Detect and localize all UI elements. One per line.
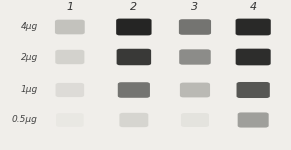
FancyBboxPatch shape	[117, 49, 151, 65]
Text: 3: 3	[191, 3, 198, 12]
FancyBboxPatch shape	[238, 112, 269, 128]
Text: 2: 2	[130, 3, 137, 12]
Text: 2μg: 2μg	[21, 52, 38, 62]
FancyBboxPatch shape	[55, 20, 85, 34]
FancyBboxPatch shape	[236, 19, 271, 35]
FancyBboxPatch shape	[56, 83, 84, 97]
FancyBboxPatch shape	[119, 113, 148, 127]
Text: 1μg: 1μg	[21, 85, 38, 94]
Text: 4: 4	[250, 3, 257, 12]
FancyBboxPatch shape	[237, 82, 270, 98]
FancyBboxPatch shape	[179, 19, 211, 35]
Text: 0.5μg: 0.5μg	[12, 116, 38, 124]
Text: 1: 1	[66, 3, 73, 12]
FancyBboxPatch shape	[236, 49, 271, 65]
FancyBboxPatch shape	[179, 49, 211, 65]
Text: 4μg: 4μg	[21, 22, 38, 32]
FancyBboxPatch shape	[56, 113, 84, 127]
FancyBboxPatch shape	[55, 50, 84, 64]
FancyBboxPatch shape	[116, 19, 152, 35]
FancyBboxPatch shape	[118, 82, 150, 98]
FancyBboxPatch shape	[181, 113, 209, 127]
FancyBboxPatch shape	[180, 83, 210, 97]
